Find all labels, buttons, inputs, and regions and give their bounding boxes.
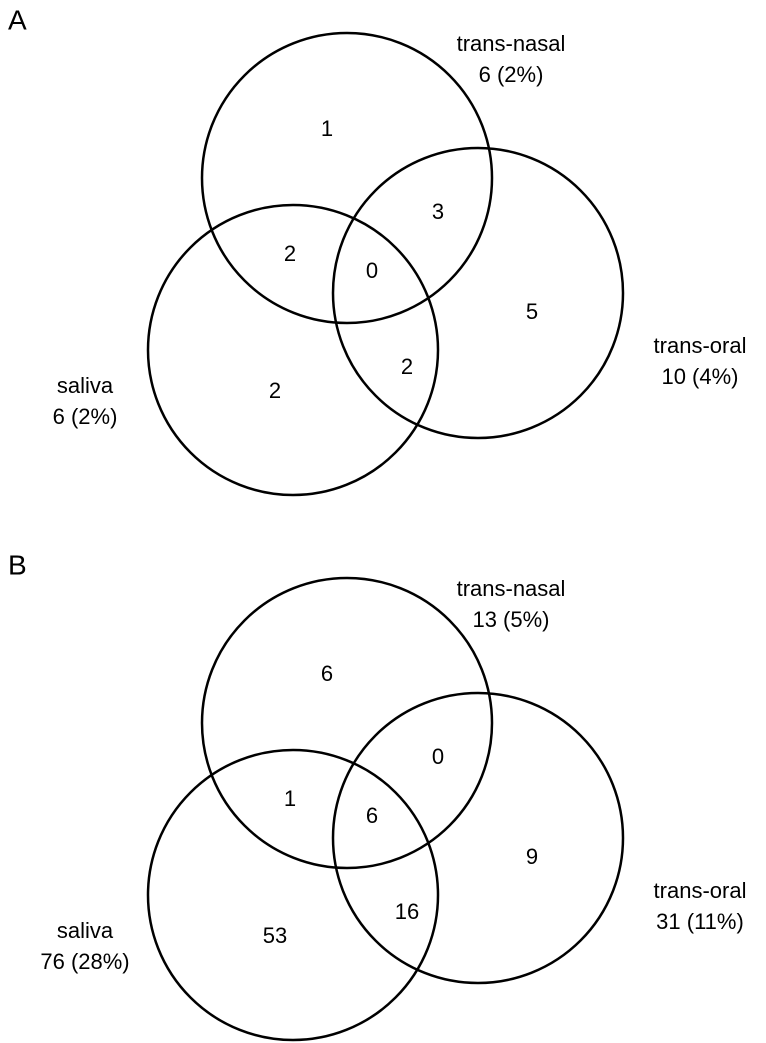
- set-count: 6 (2%): [53, 404, 118, 429]
- region-count: 0: [366, 258, 378, 283]
- set-count: 76 (28%): [40, 949, 129, 974]
- region-count: 0: [432, 744, 444, 769]
- set-circle: [146, 748, 440, 1042]
- region-count: 2: [269, 378, 281, 403]
- set-name: saliva: [57, 918, 114, 943]
- region-count: 16: [395, 899, 419, 924]
- region-count: 1: [284, 786, 296, 811]
- region-count: 1: [321, 116, 333, 141]
- region-count: 3: [432, 199, 444, 224]
- region-count: 2: [284, 241, 296, 266]
- set-name: trans-nasal: [457, 576, 566, 601]
- region-count: 2: [401, 354, 413, 379]
- set-count: 13 (5%): [472, 607, 549, 632]
- set-circle: [331, 146, 625, 440]
- set-name: trans-nasal: [457, 31, 566, 56]
- region-count: 53: [263, 923, 287, 948]
- set-count: 10 (4%): [661, 364, 738, 389]
- region-count: 6: [366, 803, 378, 828]
- set-circle: [331, 691, 625, 985]
- set-count: 6 (2%): [479, 62, 544, 87]
- set-name: trans-oral: [654, 333, 747, 358]
- set-count: 31 (11%): [656, 909, 744, 934]
- set-name: saliva: [57, 373, 114, 398]
- set-circle: [200, 576, 494, 870]
- panel-label: B: [8, 549, 27, 580]
- region-count: 9: [526, 844, 538, 869]
- set-name: trans-oral: [654, 878, 747, 903]
- set-circle: [146, 203, 440, 497]
- region-count: 5: [526, 299, 538, 324]
- set-circle: [200, 31, 494, 325]
- region-count: 6: [321, 661, 333, 686]
- panel-label: A: [8, 4, 27, 35]
